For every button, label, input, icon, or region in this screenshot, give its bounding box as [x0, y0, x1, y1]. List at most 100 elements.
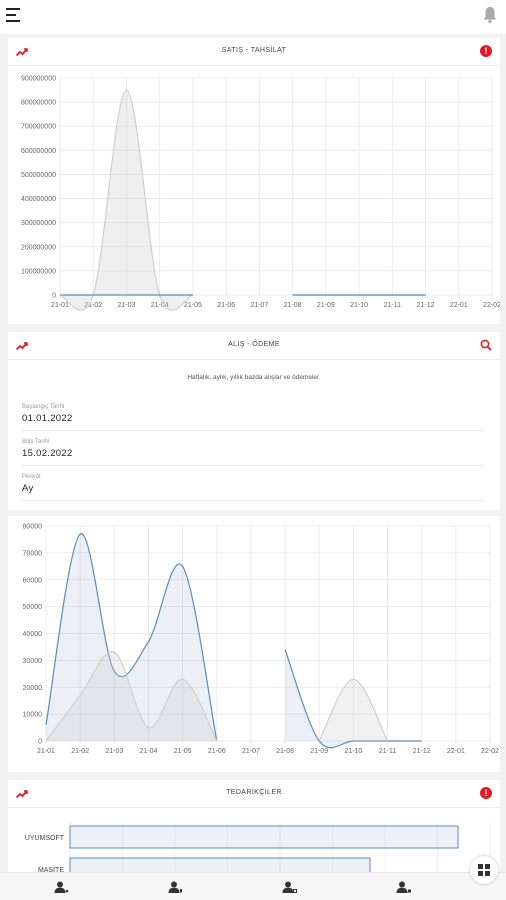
end-date-value: 15.02.2022 [22, 448, 73, 459]
x-tick-label: 21-12 [413, 748, 431, 755]
x-tick-label: 21-05 [174, 748, 192, 755]
x-tick-label: 21-10 [350, 302, 368, 309]
y-tick-label: 10000 [23, 712, 43, 719]
grid-icon [478, 864, 490, 876]
end-date-field[interactable]: Bitiş Tarihi 15.02.2022 [22, 439, 73, 459]
bar [69, 825, 459, 849]
y-tick-label: 700000000 [21, 124, 56, 131]
x-tick-label: 21-12 [417, 302, 435, 309]
start-date-field[interactable]: Başlangıç Tarihi 01.01.2022 [22, 404, 73, 424]
x-tick-label: 22-01 [450, 302, 468, 309]
series-line [45, 651, 218, 742]
y-tick-label: 80000 [23, 524, 43, 531]
x-tick-label: 21-09 [317, 302, 335, 309]
x-tick-label: 21-11 [379, 748, 396, 755]
divider [22, 465, 486, 466]
hamburger-icon[interactable] [6, 8, 20, 22]
series-line [45, 533, 218, 742]
info-icon[interactable]: ! [480, 787, 492, 799]
y-tick-label: 20000 [23, 685, 43, 692]
y-tick-label: 100000000 [21, 268, 56, 275]
series-line [284, 649, 422, 749]
y-tick-label: 400000000 [21, 196, 56, 203]
x-tick-label: 22-02 [481, 748, 499, 755]
x-tick-label: 21-05 [184, 302, 202, 309]
x-tick-label: 21-10 [344, 748, 362, 755]
x-tick-label: 21-08 [276, 748, 294, 755]
bell-icon[interactable] [482, 6, 498, 24]
suppliers-chart: UYUMSOFT MASİTE [25, 822, 491, 874]
x-tick-label: 21-09 [310, 748, 328, 755]
suppliers-card: TEDARİKÇİLER ! UYUMSOFT MASİTE [8, 780, 500, 874]
series-area [46, 533, 217, 741]
y-tick-label: 600000000 [21, 148, 56, 155]
info-icon[interactable]: ! [480, 45, 492, 57]
end-date-label: Bitiş Tarihi [22, 439, 50, 445]
section-gap [8, 510, 500, 516]
category-label: MASİTE [38, 865, 64, 874]
start-date-label: Başlangıç Tarihi [22, 404, 65, 410]
period-field[interactable]: Periyot Ay [22, 474, 41, 494]
x-tick-label: 21-07 [250, 302, 268, 309]
x-tick-label: 21-06 [208, 748, 226, 755]
x-tick-label: 21-08 [284, 302, 302, 309]
divider [22, 500, 486, 501]
bar [69, 857, 371, 874]
users-icon[interactable] [282, 881, 298, 893]
trend-icon [16, 790, 28, 799]
start-date-value: 01.01.2022 [22, 413, 73, 424]
y-tick-label: 50000 [23, 604, 43, 611]
y-tick-label: 200000000 [21, 244, 56, 251]
purchase-payment-card: ALIŞ - ÖDEME Haftalık, aylık, yıllık baz… [8, 332, 500, 772]
y-tick-label: 30000 [23, 658, 43, 665]
card-header: TEDARİKÇİLER ! [8, 780, 500, 808]
divider [22, 430, 486, 431]
card-title: TEDARİKÇİLER [226, 789, 282, 796]
y-tick-label: 800000000 [21, 100, 56, 107]
sales-collection-card: SATIŞ - TAHSİLAT ! 0 100000000 200000000 30… [8, 38, 500, 324]
series-area [319, 679, 388, 741]
x-tick-label: 21-03 [105, 748, 123, 755]
purchase-chart: 0 10000 20000 30000 40000 50000 60000 70000 8000… [23, 524, 500, 756]
x-tick-label: 21-02 [84, 302, 102, 309]
category-label: UYUMSOFT [25, 835, 65, 842]
y-tick-label: 900000000 [21, 76, 56, 83]
series-area [60, 90, 193, 311]
x-tick-label: 21-01 [37, 748, 55, 755]
y-tick-label: 0 [52, 293, 56, 300]
y-tick-label: 300000000 [21, 220, 56, 227]
user-icon[interactable] [54, 881, 70, 893]
x-tick-label: 21-03 [118, 302, 136, 309]
grid-menu-button[interactable] [470, 856, 498, 884]
y-tick-label: 60000 [23, 577, 43, 584]
card-description: Haftalık, aylık, yıllık bazda alışlar ve… [187, 374, 321, 381]
card-title: ALIŞ - ÖDEME [228, 341, 280, 348]
user-icon[interactable] [168, 881, 184, 893]
user-icon[interactable] [396, 881, 412, 893]
x-tick-label: 21-04 [140, 748, 158, 755]
x-tick-label: 22-01 [447, 748, 465, 755]
x-tick-label: 21-07 [242, 748, 260, 755]
card-title: SATIŞ - TAHSİLAT [221, 47, 287, 54]
x-tick-label: 21-01 [51, 302, 69, 309]
card-header: SATIŞ - TAHSİLAT ! [8, 38, 500, 66]
y-tick-label: 40000 [23, 631, 43, 638]
x-tick-label: 21-06 [217, 302, 235, 309]
top-bar [0, 0, 506, 34]
x-tick-label: 21-04 [151, 302, 169, 309]
trend-icon [16, 48, 28, 57]
x-tick-label: 21-11 [384, 302, 401, 309]
x-tick-label: 22-02 [483, 302, 500, 309]
search-icon[interactable] [480, 339, 492, 351]
series-line [318, 678, 389, 742]
y-tick-label: 70000 [23, 550, 43, 557]
series-line [59, 89, 194, 311]
period-label: Periyot [22, 474, 41, 480]
x-tick-label: 21-02 [71, 748, 89, 755]
period-value: Ay [22, 483, 34, 494]
series-area [285, 649, 422, 748]
y-tick-label: 0 [38, 739, 42, 746]
sales-chart: 0 100000000 200000000 300000000 400000000 500… [21, 76, 500, 311]
series-area [46, 651, 217, 741]
bottom-nav [0, 872, 506, 900]
